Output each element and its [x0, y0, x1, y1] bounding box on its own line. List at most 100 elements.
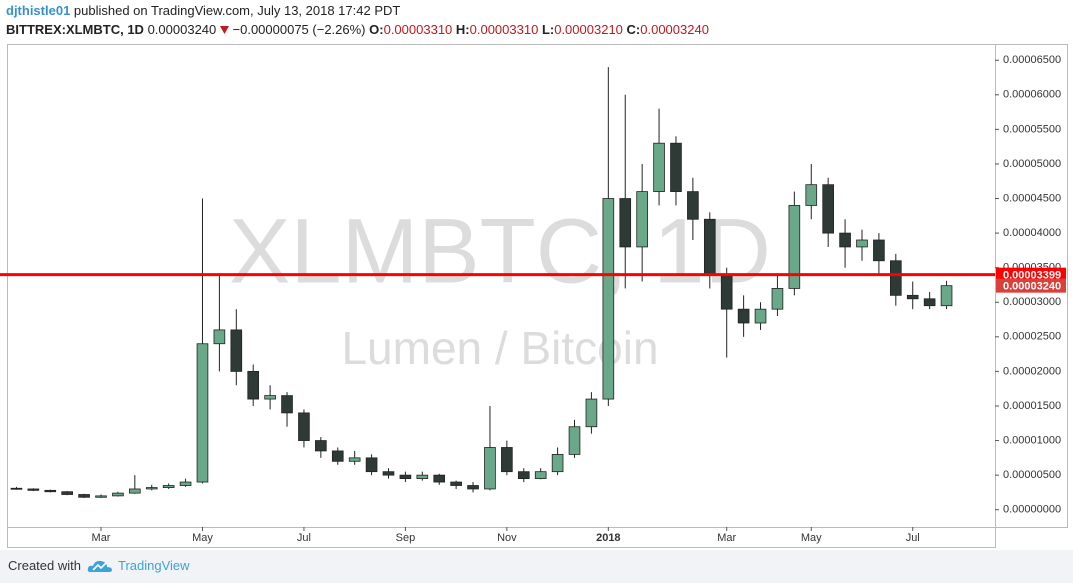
- candle-body: [348, 457, 361, 462]
- candle-body: [822, 184, 834, 234]
- logo: [87, 560, 112, 572]
- candle-body: [382, 471, 395, 476]
- candle-body: [298, 412, 310, 441]
- candle-body: [703, 218, 716, 275]
- ohlc-value: 0.00003210: [554, 22, 623, 37]
- candle-body: [653, 142, 665, 193]
- candle-body: [44, 489, 57, 493]
- candle-body: [687, 191, 699, 220]
- candle-body: [399, 474, 412, 479]
- candle-body: [720, 274, 733, 310]
- footer: Created with TradingView: [0, 550, 1073, 583]
- price-tag-label: 0.00003399: [1003, 270, 1061, 282]
- ohlc-value: 0.00003310: [469, 22, 539, 37]
- ohlc-label: C:: [626, 22, 641, 37]
- y-tick-label: 0.00004500: [1003, 192, 1061, 204]
- x-tick-label: Jul: [906, 532, 920, 544]
- last: 0.00003240: [147, 22, 217, 37]
- author[interactable]: djthistle01: [6, 3, 71, 18]
- candle-body: [805, 184, 818, 206]
- x-tick-label: Jul: [297, 532, 311, 544]
- candle-body: [196, 343, 209, 483]
- price-tag: [996, 278, 1066, 293]
- candle-body: [433, 474, 446, 483]
- candle-body: [788, 205, 801, 289]
- candle-body: [78, 494, 90, 498]
- ohlc-label: H:: [455, 22, 470, 37]
- candle-body: [839, 232, 851, 248]
- symbol: BITTREX:XLMBTC, 1D: [6, 22, 144, 37]
- y-tick-label: 0.00002500: [1003, 331, 1061, 343]
- candle-body: [467, 485, 479, 490]
- x-tick-label: May: [801, 532, 822, 544]
- candle-body: [636, 191, 648, 248]
- ohlc-value: 0.00003310: [383, 22, 453, 37]
- candle-body: [10, 487, 23, 490]
- change: −0.00000075 (−2.26%): [232, 22, 366, 37]
- watermark: XLMBTC, 1D: [229, 200, 771, 302]
- y-tick-label: 0.00004000: [1003, 227, 1061, 239]
- candle-body: [179, 481, 192, 486]
- x-tick-label: 2018: [596, 532, 620, 544]
- candle-body: [873, 239, 885, 262]
- price-tag-label: 0.00003240: [1003, 281, 1061, 293]
- candle-body: [61, 491, 73, 495]
- candle-body: [365, 457, 378, 473]
- candle-body: [517, 471, 530, 479]
- candle-body: [112, 492, 124, 497]
- ohlc-value: 0.00003240: [640, 22, 709, 37]
- chart: XLMBTC, 1D Lumen / Bitcoin 0.000000000.0…: [0, 44, 1068, 548]
- candle-body: [129, 488, 141, 494]
- y-tick-label: 0.00005500: [1003, 123, 1061, 135]
- candle-body: [315, 440, 327, 452]
- y-tick-label: 0.00000500: [1003, 469, 1061, 481]
- x-tick-label: Sep: [396, 532, 416, 544]
- candle-body: [501, 447, 513, 473]
- candle-body: [95, 495, 107, 498]
- created: Created with: [8, 558, 81, 573]
- candle-body: [247, 371, 260, 400]
- y-tick-label: 0.00001000: [1003, 434, 1061, 446]
- y-tick-label: 0.00006500: [1003, 54, 1061, 66]
- time-axis: [7, 527, 996, 548]
- x-tick-label: Nov: [497, 532, 517, 544]
- candle-body: [416, 474, 429, 479]
- header-line: BITTREX:XLMBTC, 1D 0.00003240 −0.0000007…: [6, 22, 709, 37]
- candle-body: [585, 398, 598, 428]
- candle-body: [281, 395, 293, 414]
- brand[interactable]: TradingView: [118, 558, 190, 573]
- candle-body: [450, 481, 462, 486]
- y-tick-label: 0.00003000: [1003, 296, 1061, 308]
- candle-body: [484, 447, 496, 490]
- published: published on TradingView.com, July 13, 2…: [70, 3, 401, 18]
- candle-body: [737, 308, 750, 324]
- ohlc-label: L:: [541, 22, 555, 37]
- candle-body: [856, 239, 868, 248]
- candle-body: [331, 450, 344, 462]
- candle-body: [619, 198, 632, 248]
- y-tick-label: 0.00001500: [1003, 400, 1061, 412]
- header-line: djthistle01 published on TradingView.com…: [6, 3, 400, 18]
- candle-body: [27, 488, 40, 491]
- candle-body: [670, 142, 682, 193]
- x-tick-label: May: [192, 532, 213, 544]
- y-tick-label: 0.00006000: [1003, 89, 1061, 101]
- candle-body: [264, 395, 276, 400]
- y-tick-label: 0.00005000: [1003, 158, 1061, 170]
- down-arrow: [219, 26, 229, 34]
- candle-body: [602, 198, 615, 400]
- candle-body: [568, 426, 581, 455]
- x-tick-label: Mar: [717, 532, 736, 544]
- candle-body: [754, 308, 767, 324]
- plot-frame: [7, 44, 996, 528]
- candle-body: [230, 329, 243, 372]
- candle-body: [534, 471, 547, 479]
- price-tag: [996, 267, 1066, 282]
- candle-body: [162, 485, 175, 488]
- candle-body: [213, 329, 226, 345]
- candle-body: [771, 288, 784, 310]
- candle-body: [906, 294, 919, 300]
- y-tick-label: 0.00002000: [1003, 365, 1061, 377]
- x-tick-label: Mar: [92, 532, 111, 544]
